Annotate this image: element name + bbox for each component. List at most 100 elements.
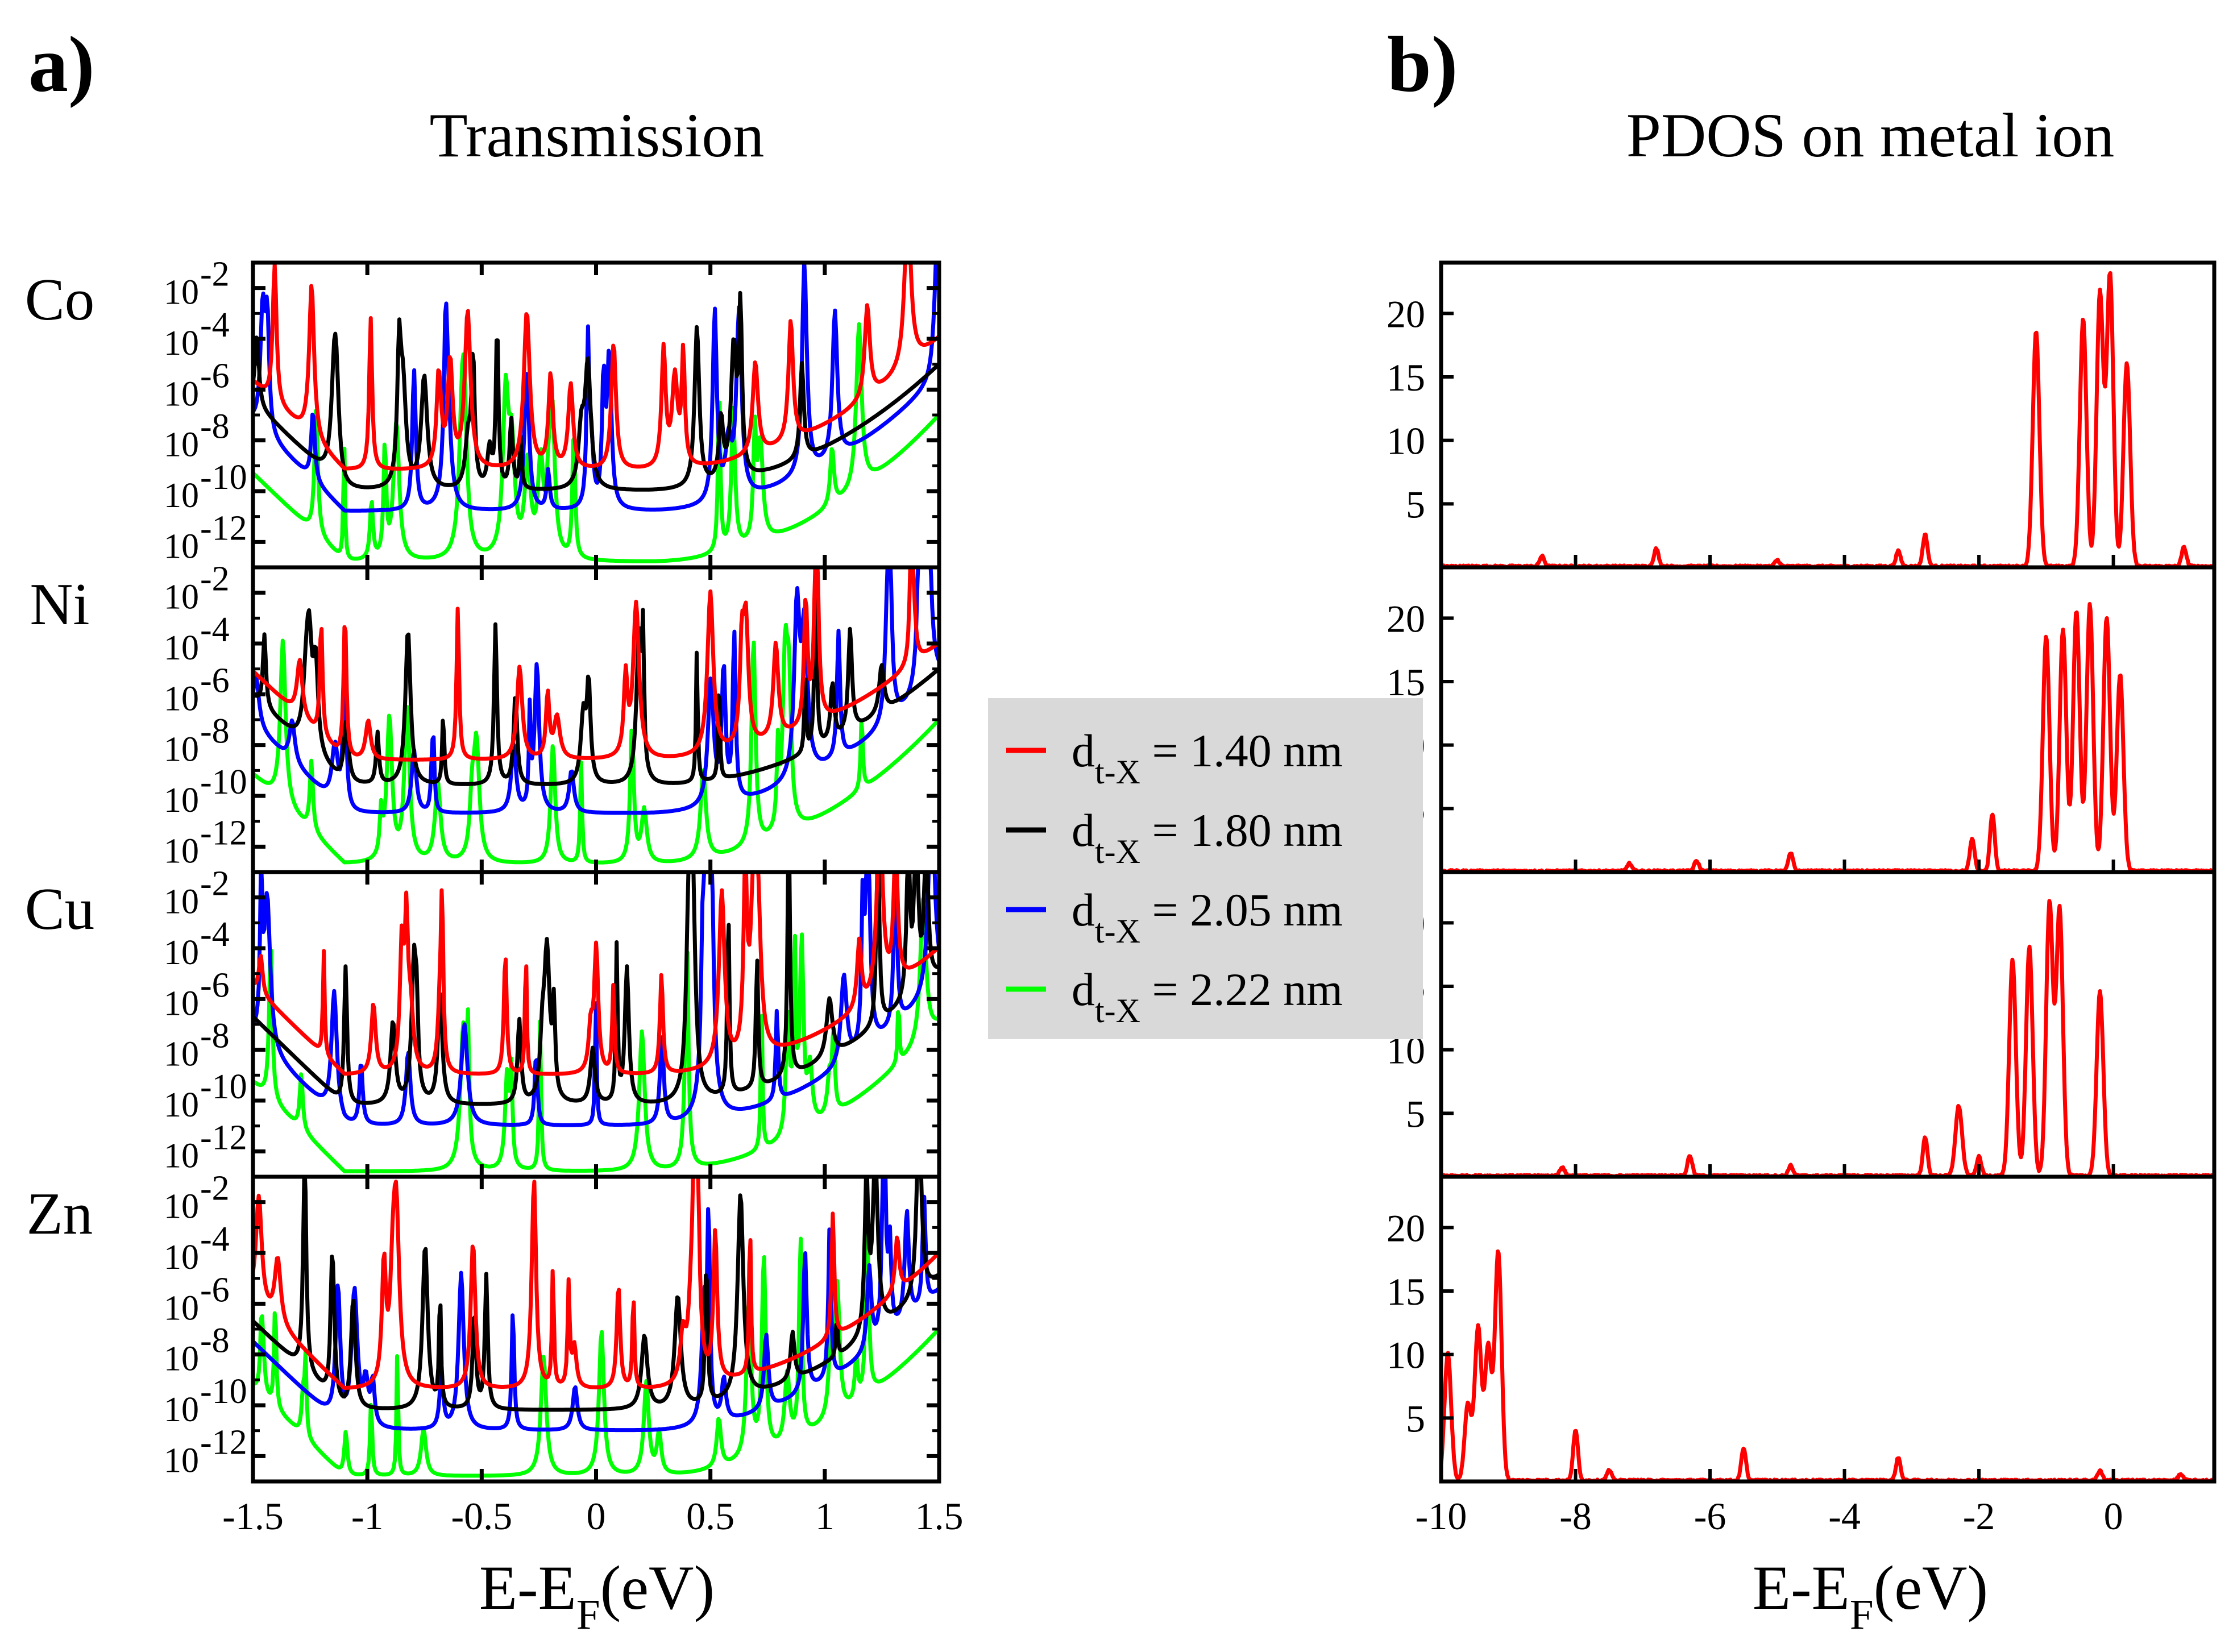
x-tick-label-a: 0 (587, 1495, 606, 1538)
y-tick-exponent-a: -4 (200, 306, 230, 344)
transmission-line-cu-3 (253, 872, 939, 1127)
y-tick-label-a: 10 (164, 476, 199, 515)
pdos-row-co: 5 10 15 20 (1387, 260, 2217, 570)
y-tick-base: 10 (164, 629, 199, 667)
panel-b-title: PDOS on metal ion (1626, 101, 2115, 170)
y-tick-exponent-a: -6 (200, 1271, 230, 1309)
y-tick-exponent-a: -2 (200, 560, 230, 599)
legend-label-2: dt-X = 1.80 nm (1072, 804, 1343, 870)
y-tick-exponent-a: -6 (200, 966, 230, 1005)
y-tick-base: 10 (164, 1035, 199, 1074)
y-tick-base: 10 (164, 730, 199, 769)
y-tick-exponent-a: -10 (200, 763, 247, 802)
y-tick-exponent-a: -12 (200, 509, 247, 547)
legend-label-sub: t-X (1095, 833, 1140, 870)
y-tick-label-a: 10 (164, 1390, 199, 1429)
transmission-line-co-3 (253, 263, 939, 513)
x-tick-label-b: -8 (1559, 1495, 1592, 1538)
y-tick-base: 10 (164, 375, 199, 413)
transmission-line-ni-2 (253, 591, 939, 786)
row-label-co: Co (25, 266, 95, 333)
y-tick-base: 10 (164, 781, 199, 820)
y-tick-base: 10 (164, 883, 199, 922)
y-tick-label-a: 10 (164, 679, 199, 718)
y-tick-exponent-a: -2 (200, 1169, 230, 1208)
legend-label-base: d (1072, 725, 1095, 777)
pdos-plot: 5101520510152051015205101520-10-8-6-4-20… (1387, 260, 2217, 1638)
y-tick-label-a: 10 (164, 1238, 199, 1277)
y-tick-exponent-a: -8 (200, 1017, 230, 1056)
legend-label-sub: t-X (1095, 912, 1140, 950)
x-tick-label-b: -10 (1416, 1495, 1467, 1538)
y-tick-base: 10 (164, 578, 199, 617)
x-label-sub: F (576, 1591, 600, 1638)
x-tick-label-b: -4 (1828, 1495, 1861, 1538)
x-tick-label-a: 1.5 (915, 1495, 964, 1538)
legend-label-base: d (1072, 964, 1095, 1015)
y-tick-base: 10 (164, 324, 199, 363)
legend-label-3: dt-X = 2.05 nm (1072, 884, 1343, 950)
y-tick-label-a: 10 (164, 1441, 199, 1480)
x-tick-label-a: -0.5 (451, 1495, 513, 1538)
x-tick-label-a: -1 (351, 1495, 384, 1538)
y-tick-label-a: 10 (164, 1289, 199, 1327)
y-tick-label-b: 5 (1406, 1092, 1425, 1135)
legend-label-tail: = 1.80 nm (1140, 804, 1343, 856)
y-tick-label-b: 10 (1387, 420, 1425, 463)
x-label-tail: (eV) (600, 1553, 715, 1622)
y-tick-base: 10 (164, 933, 199, 972)
y-tick-label-a: 10 (164, 781, 199, 820)
y-tick-label-a: 10 (164, 273, 199, 312)
y-tick-label-b: 20 (1387, 1206, 1425, 1250)
y-tick-exponent-a: -8 (200, 1322, 230, 1360)
y-tick-label-b: 15 (1387, 1270, 1425, 1313)
y-tick-exponent-a: -10 (200, 1372, 247, 1411)
legend-background (988, 698, 1423, 1039)
row-label-ni: Ni (30, 571, 90, 637)
y-tick-label-b: 15 (1387, 356, 1425, 399)
panel-a-label: a) (28, 20, 95, 109)
y-tick-base: 10 (164, 679, 199, 718)
y-tick-exponent-a: -2 (200, 255, 230, 294)
y-tick-base: 10 (164, 1441, 199, 1480)
y-tick-exponent-a: -12 (200, 1118, 247, 1157)
transmission-line-cu-2 (253, 872, 939, 1106)
panel-a-title: Transmission (430, 101, 765, 170)
y-tick-label-b: 20 (1387, 597, 1425, 640)
legend-label-base: d (1072, 804, 1095, 856)
legend-label-sub: t-X (1095, 753, 1140, 791)
y-tick-label-a: 10 (164, 527, 199, 566)
y-tick-base: 10 (164, 832, 199, 870)
y-tick-label-b: 5 (1406, 1397, 1425, 1440)
y-tick-label-a: 10 (164, 426, 199, 464)
y-tick-exponent-a: -10 (200, 458, 247, 497)
y-tick-label-a: 10 (164, 629, 199, 667)
legend-label-tail: = 2.05 nm (1140, 884, 1343, 936)
legend-label-1: dt-X = 1.40 nm (1072, 725, 1343, 791)
transmission-line-zn-1 (253, 1177, 939, 1390)
y-tick-base: 10 (164, 1340, 199, 1379)
y-tick-base: 10 (164, 1136, 199, 1175)
y-tick-label-a: 10 (164, 984, 199, 1023)
transmission-line-zn-3 (253, 1177, 939, 1433)
y-tick-base: 10 (164, 984, 199, 1023)
y-tick-base: 10 (164, 273, 199, 312)
y-tick-label-a: 10 (164, 1340, 199, 1379)
x-tick-label-a: 0.5 (686, 1495, 734, 1538)
pdos-line-zn (1441, 1249, 2214, 1481)
transmission-line-zn-2 (253, 1177, 939, 1412)
y-tick-base: 10 (164, 1390, 199, 1429)
y-tick-label-a: 10 (164, 883, 199, 922)
y-tick-label-b: 10 (1387, 1334, 1425, 1377)
y-tick-base: 10 (164, 1289, 199, 1327)
row-label-zn: Zn (27, 1180, 93, 1247)
y-tick-exponent-a: -2 (200, 865, 230, 903)
transmission-line-co-1 (253, 263, 939, 471)
y-tick-exponent-a: -12 (200, 813, 247, 852)
row-label-cu: Cu (25, 875, 95, 942)
legend-label-sub: t-X (1095, 992, 1140, 1030)
